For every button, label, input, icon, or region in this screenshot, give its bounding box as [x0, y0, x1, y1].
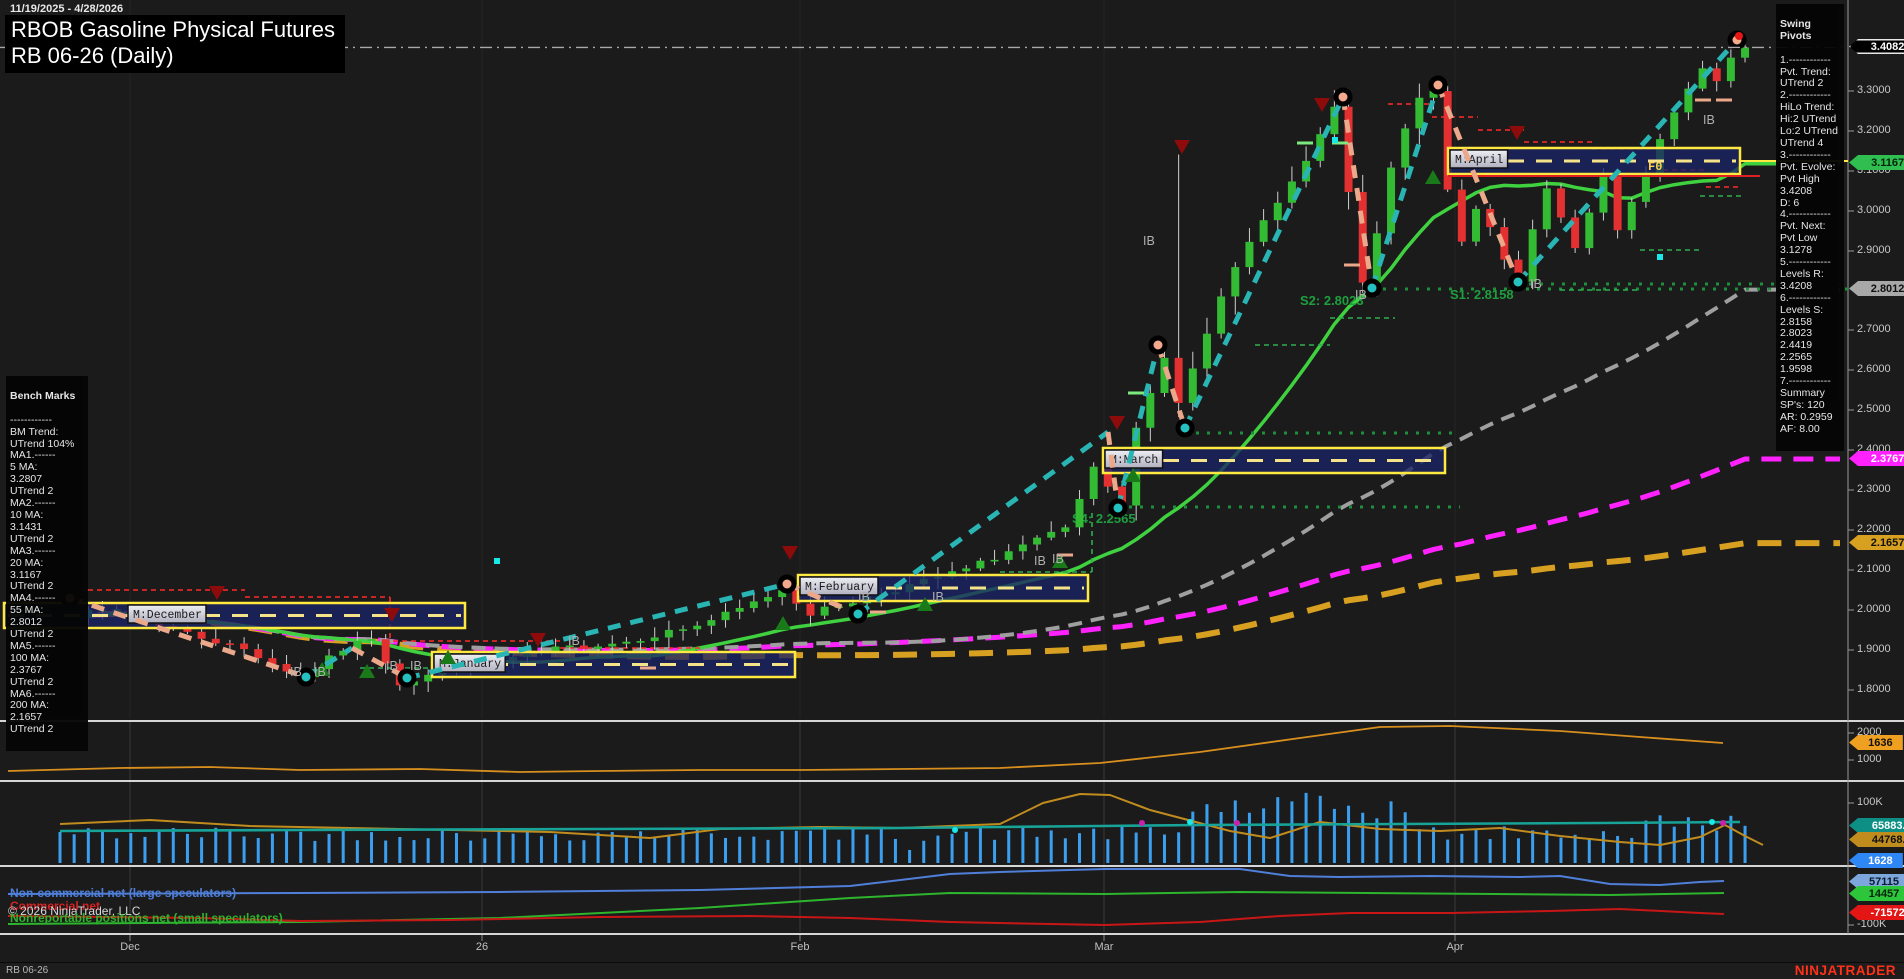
time-axis-label: Dec — [120, 941, 140, 953]
time-axis-label: 26 — [475, 941, 489, 953]
time-axis-label: Mar — [1094, 941, 1114, 953]
instrument-tab[interactable]: RB 06-26 — [6, 965, 49, 976]
axis-tick-label: 1.9000 — [1857, 643, 1891, 655]
status-bar — [0, 962, 1904, 979]
axis-tick-label: 2.0000 — [1857, 603, 1891, 615]
svg-text:M:December: M:December — [133, 609, 202, 622]
svg-text:IB: IB — [290, 665, 302, 679]
price-marker: 1636 — [1849, 735, 1903, 750]
svg-text:IB: IB — [314, 665, 326, 679]
price-marker: 3.4082 — [1849, 39, 1904, 54]
axis-tick-label: 2.2000 — [1857, 523, 1891, 535]
svg-text:IB: IB — [568, 634, 580, 648]
price-marker: 14457 — [1849, 886, 1904, 901]
svg-text:IB: IB — [1530, 277, 1542, 291]
svg-text:IB: IB — [1034, 554, 1046, 568]
axis-tick-label: 100K — [1857, 796, 1883, 808]
svg-text:S1: 2.8158: S1: 2.8158 — [1450, 287, 1514, 302]
legend-commercial: Commercial net — [10, 899, 101, 913]
axis-tick-label: 1000 — [1857, 753, 1882, 765]
axis-tick-label: 2.3000 — [1857, 483, 1891, 495]
svg-text:S2: 2.8023: S2: 2.8023 — [1300, 293, 1364, 308]
time-axis-label: Apr — [1446, 941, 1464, 953]
axis-tick-label: 3.3000 — [1857, 84, 1891, 96]
svg-text:IB: IB — [858, 590, 870, 604]
price-marker: 65883.82 — [1849, 818, 1904, 833]
legend-noncommercial: Non-commercial net (large speculators) — [10, 886, 237, 900]
svg-text:IB: IB — [1143, 234, 1155, 248]
axis-tick-label: 2.6000 — [1857, 363, 1891, 375]
price-marker: 2.8012 — [1849, 281, 1904, 296]
svg-text:IB: IB — [1355, 288, 1367, 302]
time-axis-label: Feb — [790, 941, 810, 953]
svg-text:M:February: M:February — [805, 581, 874, 594]
axis-tick-label: 2.7000 — [1857, 323, 1891, 335]
price-marker: -71572 — [1849, 905, 1904, 920]
axis-tick-label: 2.9000 — [1857, 244, 1891, 256]
svg-text:IB: IB — [410, 659, 422, 673]
price-marker: 1628 — [1849, 853, 1903, 868]
axis-tick-label: -100K — [1857, 918, 1887, 930]
svg-text:M:April: M:April — [1455, 154, 1503, 167]
price-marker: 3.1167 — [1849, 155, 1904, 170]
price-marker: 2.3767 — [1849, 451, 1904, 466]
svg-text:IB: IB — [386, 659, 398, 673]
price-marker: 44768.54 — [1849, 832, 1904, 847]
axis-tick-label: 3.2000 — [1857, 124, 1891, 136]
axis-tick-label: 2.5000 — [1857, 403, 1891, 415]
svg-text:IB: IB — [932, 590, 944, 604]
price-marker: 2.1657 — [1849, 535, 1904, 550]
price-marker: 57115 — [1849, 874, 1904, 889]
svg-text:IB: IB — [1703, 113, 1715, 127]
axis-tick-label: 3.0000 — [1857, 204, 1891, 216]
svg-text:F0: F0 — [1648, 160, 1662, 174]
legend-nonreportable: Nonreportable positions net (small specu… — [10, 911, 283, 925]
copyright-text: © 2026 NinjaTrader, LLC — [8, 904, 141, 918]
svg-text:IB: IB — [1052, 552, 1064, 566]
ninjatrader-logo: NINJATRADER — [1794, 963, 1896, 978]
axis-tick-label: 2.1000 — [1857, 563, 1891, 575]
axis-tick-label: 1.8000 — [1857, 683, 1891, 695]
svg-text:M:March: M:March — [1110, 454, 1158, 467]
